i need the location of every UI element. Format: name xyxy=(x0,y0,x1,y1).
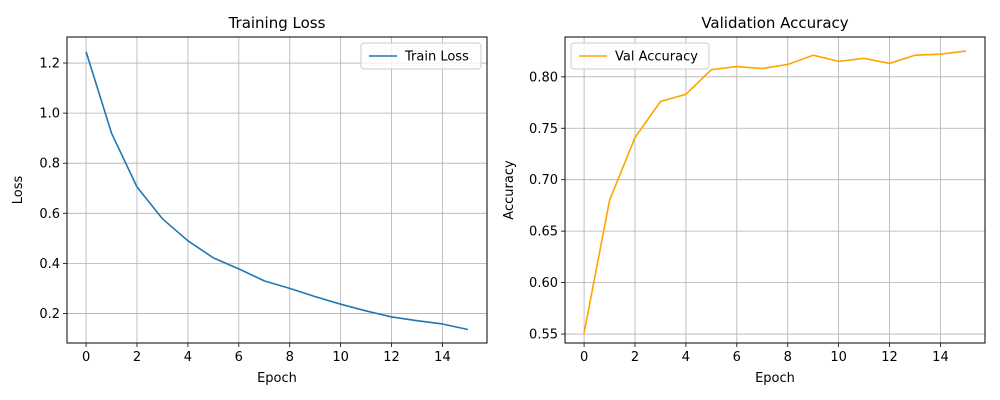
loss-y-tick-label: 0.2 xyxy=(39,307,60,322)
loss-x-tick-label: 14 xyxy=(434,350,451,365)
accuracy-y-axis-label: Accuracy xyxy=(502,160,517,220)
accuracy-series-line xyxy=(583,50,967,334)
loss-x-tick-label: 12 xyxy=(383,350,400,365)
loss-series-line xyxy=(85,51,469,331)
accuracy-x-axis-label: Epoch xyxy=(755,371,795,386)
accuracy-y-tick-label: 0.55 xyxy=(529,328,558,343)
accuracy-legend-box xyxy=(570,42,710,70)
loss-chart-title: Training Loss xyxy=(228,14,326,32)
training-loss-panel: 0 2 4 6 8 10 12 14 0.2 0.4 0.6 0.8 1.0 1.2 Training Lo… xyxy=(11,14,488,386)
accuracy-y-tick-label: 0.75 xyxy=(529,122,558,137)
loss-x-tick-label: 2 xyxy=(133,350,141,365)
accuracy-legend: Val Accuracy xyxy=(570,42,710,70)
loss-y-tick-label: 0.6 xyxy=(39,207,60,222)
accuracy-x-tick-label: 0 xyxy=(580,350,588,365)
accuracy-y-tick-label: 0.70 xyxy=(529,173,558,188)
loss-y-tick-label: 1.2 xyxy=(39,57,60,72)
loss-legend-box xyxy=(360,42,482,70)
validation-accuracy-panel: 0 2 4 6 8 10 12 14 0.55 0.60 0.65 0.70 0.75 0.80 Valid… xyxy=(502,14,986,386)
accuracy-x-tick-label: 4 xyxy=(682,350,690,365)
loss-x-tick-label: 4 xyxy=(184,350,192,365)
accuracy-x-tick-label: 14 xyxy=(932,350,949,365)
accuracy-y-tick-label: 0.60 xyxy=(529,276,558,291)
loss-y-axis-label: Loss xyxy=(11,176,26,205)
loss-legend: Train Loss xyxy=(360,42,482,70)
loss-x-tick-label: 8 xyxy=(286,350,294,365)
accuracy-x-tick-label: 2 xyxy=(631,350,639,365)
accuracy-x-tick-label: 12 xyxy=(881,350,898,365)
accuracy-x-tick-label: 6 xyxy=(733,350,741,365)
loss-axes-frame xyxy=(66,36,488,344)
loss-y-tick-label: 0.8 xyxy=(39,157,60,172)
loss-x-axis-label: Epoch xyxy=(257,371,297,386)
loss-x-tick-label: 6 xyxy=(235,350,243,365)
accuracy-legend-label: Val Accuracy xyxy=(615,50,698,65)
accuracy-x-tick-label: 10 xyxy=(830,350,847,365)
accuracy-x-tick-label: 8 xyxy=(784,350,792,365)
accuracy-chart-title: Validation Accuracy xyxy=(701,14,848,32)
accuracy-axes-frame xyxy=(564,36,986,344)
loss-y-tick-label: 0.4 xyxy=(39,257,60,272)
loss-x-tick-label: 0 xyxy=(82,350,90,365)
accuracy-y-tick-label: 0.80 xyxy=(529,70,558,85)
loss-legend-label: Train Loss xyxy=(404,50,469,65)
loss-y-tick-label: 1.0 xyxy=(39,107,60,122)
loss-x-tick-label: 10 xyxy=(332,350,349,365)
accuracy-y-tick-label: 0.65 xyxy=(529,225,558,240)
